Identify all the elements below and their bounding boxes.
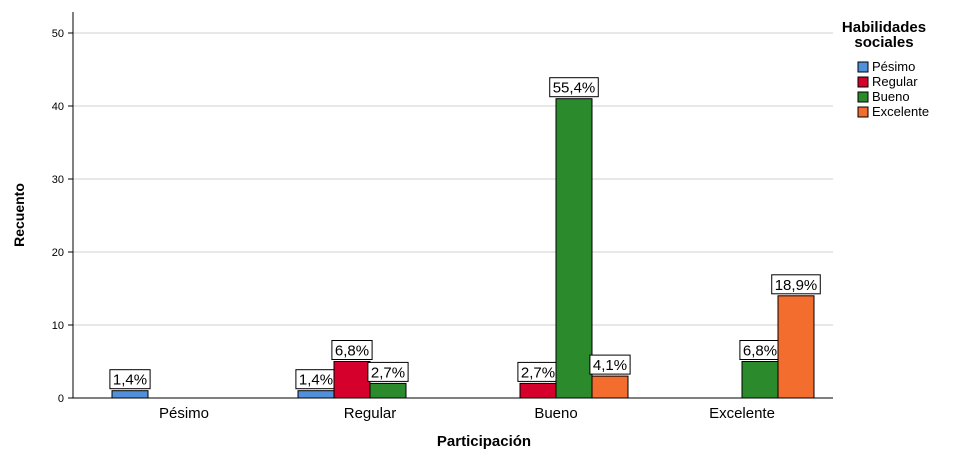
bar [111,390,149,399]
value-label: 2,7% [521,364,555,381]
y-tick-label: 20 [52,247,64,259]
legend-swatch [857,76,869,88]
value-label: 1,4% [299,372,333,389]
x-tick-label: Excelente [709,405,775,422]
bar [591,375,629,399]
bar [369,382,407,399]
value-label: 4,1% [593,357,627,374]
value-label-box [549,77,599,98]
y-tick-label: 40 [52,101,64,113]
value-label: 18,9% [775,277,818,294]
legend-title: Habilidades sociales [841,19,927,51]
legend-swatch [857,91,869,103]
legend-label: Bueno [872,89,910,104]
value-label: 6,8% [743,343,777,360]
x-tick-label: Bueno [534,405,577,422]
y-tick-label: 30 [52,174,64,186]
y-tick-label: 50 [52,28,64,40]
value-label: 1,4% [113,372,147,389]
value-label: 6,8% [335,343,369,360]
value-label-box [367,361,409,382]
value-label-box [331,340,373,360]
y-axis-label: Recuento [11,183,27,247]
bar [555,98,593,399]
bar [777,295,815,399]
legend-swatch [857,61,869,73]
value-label-box [589,354,631,375]
legend-label: Excelente [872,104,929,119]
x-tick-label: Pésimo [159,405,209,422]
bar [333,361,371,399]
x-tick-label: Regular [344,405,397,422]
x-axis-label: Participación [437,433,531,450]
y-tick-label: 10 [52,320,64,332]
legend-label: Regular [872,74,918,89]
bar [297,390,335,399]
value-label: 2,7% [371,364,405,381]
value-label-box [109,369,151,390]
legend-label: Pésimo [872,59,915,74]
bar [519,382,557,399]
value-label: 55,4% [553,80,596,97]
y-tick-label: 0 [58,393,64,405]
legend-swatch [857,106,869,118]
value-label-box [771,274,821,295]
bar [741,361,779,399]
